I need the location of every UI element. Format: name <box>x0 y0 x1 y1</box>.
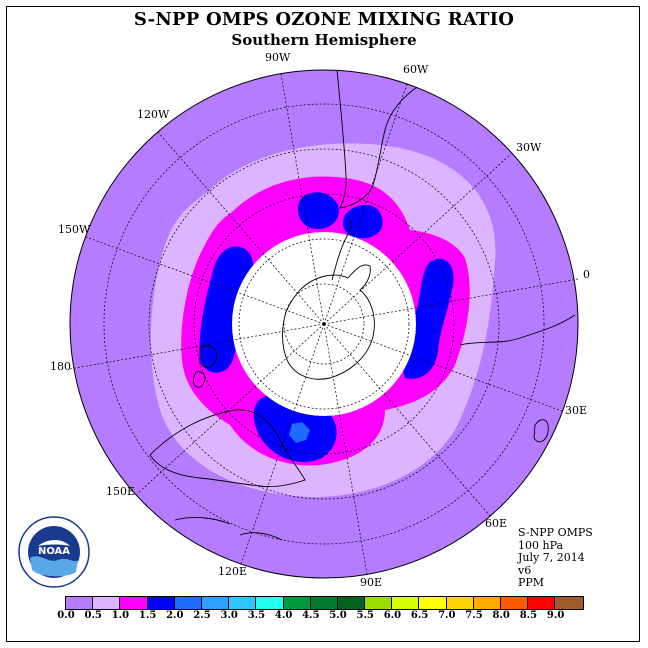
colorbar-tick-label: 7.5 <box>465 610 483 621</box>
colorbar-cell <box>201 597 230 609</box>
colorbar-tick-label: 5.0 <box>329 610 347 621</box>
colorbar-cell <box>283 597 311 609</box>
colorbar-cell <box>93 597 121 609</box>
colorbar-cell <box>446 597 474 609</box>
info-version: v6 <box>518 563 532 577</box>
colorbar-tick-label: 6.0 <box>383 610 402 621</box>
region-1.5-2.0-b <box>343 204 383 239</box>
colorbar-tick-label: 9.0 <box>546 610 565 621</box>
colorbar-tick-label: 4.5 <box>302 610 320 621</box>
chart-subtitle: Southern Hemisphere <box>231 31 417 49</box>
figure-frame <box>6 6 640 642</box>
colorbar-cell <box>229 597 257 609</box>
map-border <box>69 69 579 579</box>
colorbar-tick-label: 1.0 <box>111 610 130 621</box>
colorbar-tick-label: 5.5 <box>356 610 374 621</box>
region-2.0-2.5 <box>289 422 310 443</box>
colorbar-tick-label: 0.5 <box>84 610 102 621</box>
info-level: 100 hPa <box>518 538 564 552</box>
colorbar-cell <box>392 597 420 609</box>
lon-label-30w: 30W <box>516 141 542 154</box>
lon-label-150w: 150W <box>58 223 91 236</box>
logo-text: NOAA <box>38 546 70 557</box>
colorbar <box>65 596 584 610</box>
colorbar-tick-label: 6.5 <box>410 610 429 621</box>
coastlines <box>149 70 576 541</box>
lon-label-120w: 120W <box>137 108 170 121</box>
lon-label-60w: 60W <box>403 63 429 76</box>
noaa-logo-icon: NOAA <box>18 516 90 588</box>
colorbar-tick-label: 0.0 <box>57 610 75 621</box>
colorbar-cell <box>310 597 338 609</box>
lon-label-30e: 30E <box>565 404 588 417</box>
colorbar-cell <box>66 597 94 609</box>
colorbar-tick-label: 8.5 <box>519 610 538 621</box>
region-1.5-2.0-a <box>297 192 339 230</box>
lon-label-90w: 90W <box>265 51 291 64</box>
info-units: PPM <box>518 576 545 589</box>
colorbar-cell <box>120 597 148 609</box>
colorbar-tick-label: 3.0 <box>220 610 238 621</box>
colorbar-tick-label: 4.0 <box>274 610 293 621</box>
colorbar-tick-label: 2.5 <box>193 610 211 621</box>
colorbar-cell <box>365 597 393 609</box>
south-pole-dot <box>322 322 326 326</box>
lon-label-90e: 90E <box>360 576 383 589</box>
colorbar-tick-label: 2.0 <box>166 610 184 621</box>
region-1.5-2.0-c <box>199 246 254 373</box>
colorbar-cell <box>501 597 529 609</box>
colorbar-cell <box>147 597 175 609</box>
lon-label-60e: 60E <box>485 517 508 530</box>
colorbar-tick-label: 8.0 <box>492 610 510 621</box>
lon-label-150e: 150E <box>106 485 136 498</box>
colorbar-cell <box>528 597 556 609</box>
colorbar-tick-label: 3.5 <box>247 610 266 621</box>
info-block: S-NPP OMPS 100 hPa July 7, 2014 v6 PPM <box>518 526 593 590</box>
region-1.5-2.0-d <box>402 258 454 379</box>
colorbar-cell <box>419 597 447 609</box>
info-instrument: S-NPP OMPS <box>518 526 593 539</box>
graticule <box>69 73 579 575</box>
colorbar-cell <box>256 597 284 609</box>
chart-title: S-NPP OMPS OZONE MIXING RATIO <box>133 9 515 30</box>
colorbar-tick-label: 7.0 <box>438 610 456 621</box>
colorbar-cell <box>555 597 583 609</box>
lon-label-0: 0 <box>583 268 590 281</box>
colorbar-cell <box>473 597 501 609</box>
colorbar-cell <box>174 597 202 609</box>
lon-label-120e: 120E <box>218 565 248 578</box>
lon-label-180: 180 <box>50 360 71 373</box>
colorbar-tick-label: 1.5 <box>138 610 157 621</box>
info-date: July 7, 2014 <box>518 551 585 564</box>
colorbar-cell <box>337 597 366 609</box>
